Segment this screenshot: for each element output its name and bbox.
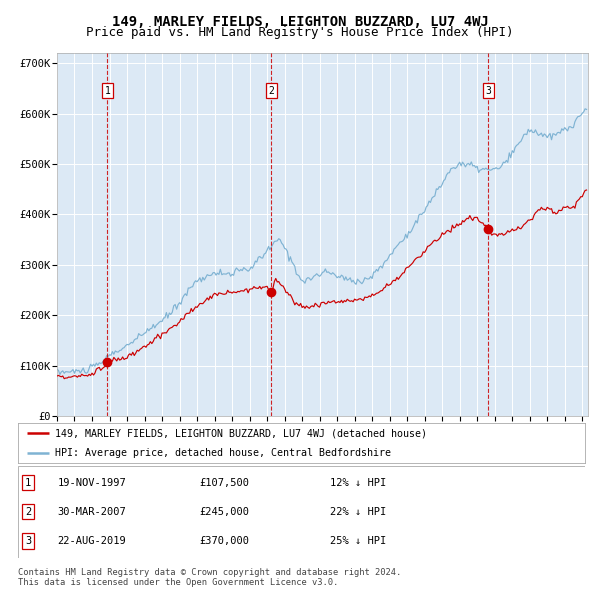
Text: This data is licensed under the Open Government Licence v3.0.: This data is licensed under the Open Gov… [18, 578, 338, 587]
Text: £245,000: £245,000 [199, 507, 250, 517]
Text: £370,000: £370,000 [199, 536, 250, 546]
Text: 2: 2 [268, 86, 274, 96]
Text: 12% ↓ HPI: 12% ↓ HPI [330, 477, 386, 487]
Text: 149, MARLEY FIELDS, LEIGHTON BUZZARD, LU7 4WJ: 149, MARLEY FIELDS, LEIGHTON BUZZARD, LU… [112, 15, 488, 30]
Text: 2: 2 [25, 507, 31, 517]
Text: 22-AUG-2019: 22-AUG-2019 [58, 536, 127, 546]
Text: 3: 3 [485, 86, 491, 96]
Text: 19-NOV-1997: 19-NOV-1997 [58, 477, 127, 487]
Text: 1: 1 [104, 86, 110, 96]
Text: 22% ↓ HPI: 22% ↓ HPI [330, 507, 386, 517]
Text: HPI: Average price, detached house, Central Bedfordshire: HPI: Average price, detached house, Cent… [55, 448, 391, 458]
Text: 30-MAR-2007: 30-MAR-2007 [58, 507, 127, 517]
Text: 1: 1 [25, 477, 31, 487]
Text: Contains HM Land Registry data © Crown copyright and database right 2024.: Contains HM Land Registry data © Crown c… [18, 568, 401, 576]
Text: £107,500: £107,500 [199, 477, 250, 487]
Text: 25% ↓ HPI: 25% ↓ HPI [330, 536, 386, 546]
Text: Price paid vs. HM Land Registry's House Price Index (HPI): Price paid vs. HM Land Registry's House … [86, 26, 514, 39]
Text: 149, MARLEY FIELDS, LEIGHTON BUZZARD, LU7 4WJ (detached house): 149, MARLEY FIELDS, LEIGHTON BUZZARD, LU… [55, 428, 427, 438]
Text: 3: 3 [25, 536, 31, 546]
